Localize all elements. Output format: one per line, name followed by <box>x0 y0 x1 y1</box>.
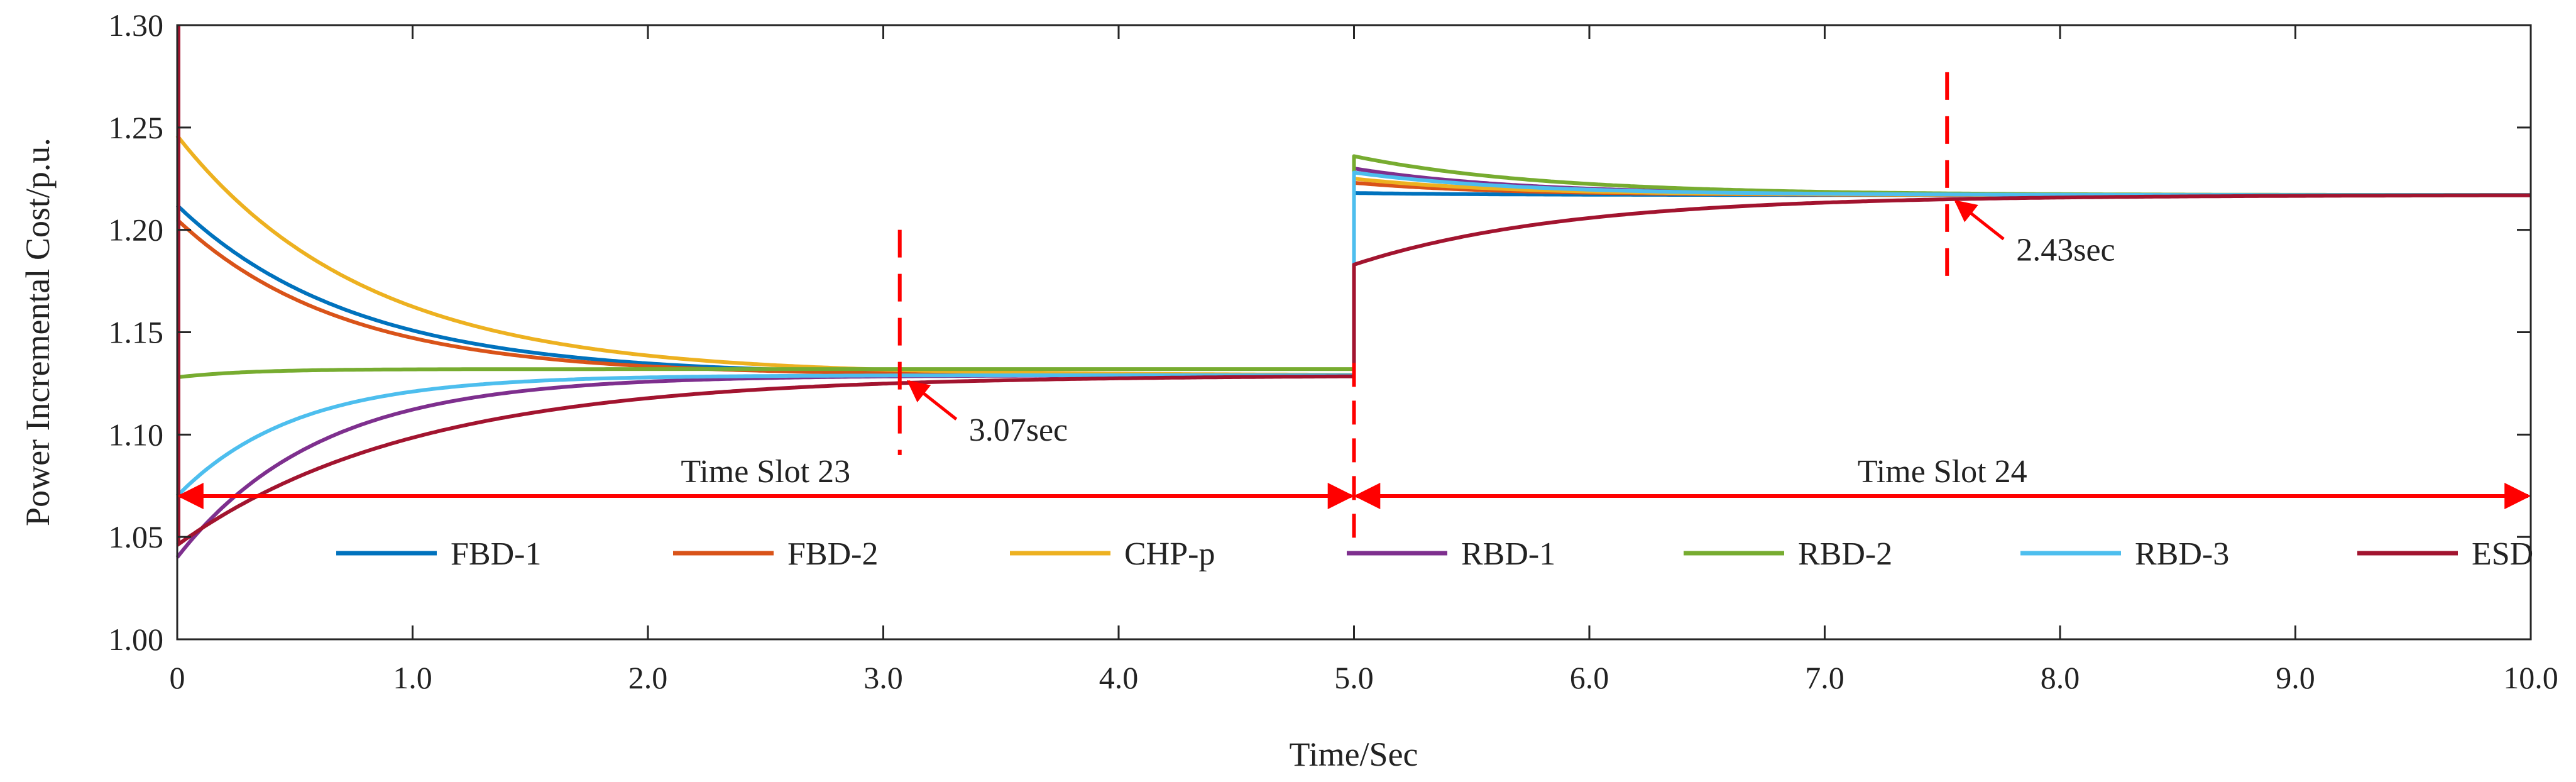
x-tick-label: 8.0 <box>2041 660 2080 695</box>
legend-label-fbd-2: FBD-2 <box>787 536 878 572</box>
series-line-esd <box>176 193 2531 547</box>
legend-label-rbd-1: RBD-1 <box>1461 536 1555 572</box>
legend-label-fbd-1: FBD-1 <box>451 536 541 572</box>
legend-label-rbd-2: RBD-2 <box>1798 536 1892 572</box>
x-tick-label: 6.0 <box>1570 660 1609 695</box>
legend-label-rbd-3: RBD-3 <box>2135 536 2229 572</box>
x-tick-label: 7.0 <box>1805 660 1844 695</box>
x-tick-label: 0 <box>170 660 185 695</box>
annotation-layer: Time Slot 23 Time Slot 24 3.07sec 2.43sec <box>177 72 2531 548</box>
convergence-arrow <box>1954 200 2005 241</box>
x-tick-label: 1.0 <box>393 660 432 695</box>
time-slot-label: Time Slot 24 <box>1858 454 2027 490</box>
x-tick-label: 10.0 <box>2503 660 2558 695</box>
series-layer <box>175 25 2531 559</box>
y-axis-title: Power Incremental Cost/p.u. <box>19 138 57 526</box>
y-tick-label: 1.30 <box>109 8 164 43</box>
y-tick-label: 1.15 <box>109 315 164 350</box>
time-slot-label: Time Slot 23 <box>681 454 850 490</box>
legend-label-chp-p: CHP-p <box>1124 536 1215 572</box>
legend: FBD-1 FBD-2 CHP-p RBD-1 RBD-2 RBD-3 ESD <box>336 536 2533 572</box>
convergence-label: 3.07sec <box>969 412 1068 448</box>
y-tick-label: 1.20 <box>109 212 164 248</box>
x-tick-label: 5.0 <box>1334 660 1374 695</box>
x-tick-label: 3.0 <box>863 660 903 695</box>
convergence-arrow <box>906 380 958 421</box>
y-tick-label: 1.25 <box>109 110 164 145</box>
x-axis-title: Time/Sec <box>1289 735 1418 773</box>
legend-label-esd: ESD <box>2472 536 2533 572</box>
axes: 0 1.0 2.0 3.0 4.0 5.0 6.0 7.0 8.0 9.0 10.0 1.00 1.05… <box>109 8 2558 695</box>
y-tick-label: 1.05 <box>109 519 164 554</box>
x-tick-label: 4.0 <box>1099 660 1139 695</box>
convergence-label: 2.43sec <box>2016 232 2115 268</box>
y-tick-label: 1.00 <box>109 622 164 657</box>
x-tick-label: 9.0 <box>2276 660 2315 695</box>
x-tick-label: 2.0 <box>628 660 668 695</box>
y-tick-label: 1.10 <box>109 417 164 452</box>
